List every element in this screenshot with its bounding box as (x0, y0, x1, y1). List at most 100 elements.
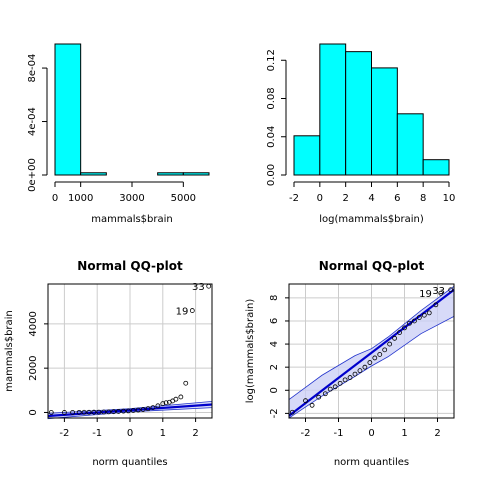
panel-3-x-tick-label: -1 (92, 428, 102, 439)
panel-4-point-28 (438, 290, 444, 296)
panel-4-point-22 (407, 320, 412, 326)
panel-3-point-18 (145, 406, 151, 412)
panel-4-point-15 (372, 355, 378, 361)
panel-2-bar-5 (396, 113, 424, 176)
panel-4-point-1 (289, 409, 295, 415)
panel-2-x-tick-label: 6 (394, 193, 400, 204)
panel-4-x-tick-label: 0 (368, 428, 374, 439)
panel-4-x-axis-label: norm quantiles (334, 457, 409, 468)
panel-1-x-tick-label: 5000 (171, 193, 196, 204)
panel-3-point-14 (125, 408, 131, 414)
panel-1-y-tick-label: 0e+00 (27, 158, 38, 192)
panel-4-point-3 (309, 402, 315, 408)
panel-2-x-tick-label: 4 (368, 193, 374, 204)
panel-4-point-19 (392, 335, 398, 341)
panel-1-bar-5 (157, 172, 184, 176)
panel-1-x-tick-label: 0 (52, 193, 58, 204)
panel-4-point-23 (411, 318, 417, 324)
panel-4-point-7 (332, 384, 338, 390)
panel-3-x-tick-label: 2 (192, 428, 198, 439)
panel-4-y-tick-label: 0 (269, 387, 280, 393)
panel-4-point-21 (402, 325, 407, 331)
panel-4-point-17 (382, 347, 388, 353)
panel-3-point-4 (76, 409, 82, 415)
panel-2-y-tick-label: 0.04 (266, 126, 277, 148)
panel-1-y-tick-label: 4e-04 (27, 107, 38, 136)
panel-4-x-tick-label: 1 (401, 428, 407, 439)
panel-4-y-tick-label: 4 (269, 341, 280, 347)
panel-3-point-10 (106, 409, 112, 415)
panel-2-x-tick-label: 10 (443, 193, 456, 204)
panel-4-point-9 (342, 377, 348, 383)
panel-2-y-tick-label: 0.08 (266, 87, 277, 109)
panel-3-x-axis-label: norm quantiles (92, 457, 167, 468)
panel-3-point-26 (178, 394, 184, 400)
panel-3-point-9 (101, 409, 107, 415)
panel-3-point-2 (62, 410, 67, 415)
panel-2-bar-4 (371, 67, 398, 176)
panel-1-x-tick-label: 3000 (119, 193, 144, 204)
panel-4-x-tick-label: 2 (434, 428, 440, 439)
panel-4-y-tick-label: 6 (269, 318, 280, 324)
panel-3-point-27 (183, 380, 189, 386)
panel-3-point-label: 19 (176, 307, 189, 318)
panel-2-x-tick-label: 0 (317, 193, 323, 204)
panel-4-y-tick-label: 8 (269, 295, 280, 301)
panel-3-point-17 (140, 407, 146, 412)
panel-4-y-tick-label: 2 (269, 364, 280, 370)
panel-4-point-label: 19 (419, 289, 432, 300)
panel-2-bar-6 (422, 159, 450, 176)
panel-3-point-28 (189, 308, 195, 313)
panel-4-point-27 (433, 302, 439, 308)
panel-1-bar-6 (182, 172, 210, 176)
panel-3-point-25 (173, 396, 179, 402)
panel-2-x-tick-label: 2 (342, 193, 348, 204)
panel-3-y-tick-label: 4000 (28, 311, 39, 336)
panel-4-point-8 (337, 380, 343, 386)
panel-3-point-label: 33 (192, 282, 205, 293)
panel-4-point-2 (303, 398, 308, 404)
panel-4-y-axis-label: log(mammals$brain) (245, 299, 256, 404)
panel-2-bar-1 (293, 135, 321, 176)
panel-1-x-axis-label: mammals$brain (91, 214, 173, 225)
panel-4-point-12 (357, 368, 363, 374)
panel-3-x-tick-label: -2 (59, 428, 69, 439)
panel-3-point-22 (163, 400, 169, 406)
panel-4-point-14 (367, 360, 373, 365)
panel-3-point-11 (111, 409, 116, 415)
panel-2-bar-3 (345, 51, 372, 176)
panel-1-y-tick-label: 8e-04 (27, 54, 38, 83)
panel-2-bar-2 (319, 43, 347, 176)
panel-4-point-11 (352, 371, 358, 377)
panel-3-y-axis-label: mammals$brain (4, 310, 15, 392)
panel-3-point-16 (135, 407, 141, 413)
panel-1-bar-2 (80, 172, 107, 176)
panel-4-point-label: 33 (432, 286, 445, 297)
panel-4-reference-line (288, 288, 455, 417)
panel-2-y-tick-label: 0.12 (266, 49, 277, 71)
panel-4-point-24 (416, 315, 422, 320)
panel-2-x-tick-label: -2 (289, 193, 299, 204)
panel-3-point-29 (206, 283, 212, 289)
panel-3-point-21 (160, 401, 166, 407)
panel-4-point-29 (448, 287, 454, 293)
panel-4-point-16 (377, 352, 383, 357)
panel-4-point-5 (322, 391, 328, 397)
panel-4-point-26 (426, 310, 432, 316)
panel-3-title: Normal QQ-plot (77, 259, 183, 273)
panel-3-point-12 (116, 409, 121, 414)
panel-3-point-7 (91, 409, 97, 415)
panel-3-x-tick-label: 0 (127, 428, 133, 439)
panel-4-point-4 (316, 394, 322, 400)
panel-3-y-tick-label: 0 (28, 409, 39, 415)
panel-3-point-3 (70, 409, 75, 415)
panel-3-point-19 (150, 405, 156, 410)
panel-4-x-tick-label: -1 (334, 428, 344, 439)
panel-4-title: Normal QQ-plot (319, 259, 425, 273)
panel-3-point-15 (130, 408, 136, 413)
panel-4-point-18 (387, 341, 393, 347)
panel-3-x-tick-label: 1 (160, 428, 166, 439)
panel-3-y-tick-label: 2000 (28, 355, 39, 380)
panel-1-x-tick-label: 1000 (68, 193, 93, 204)
